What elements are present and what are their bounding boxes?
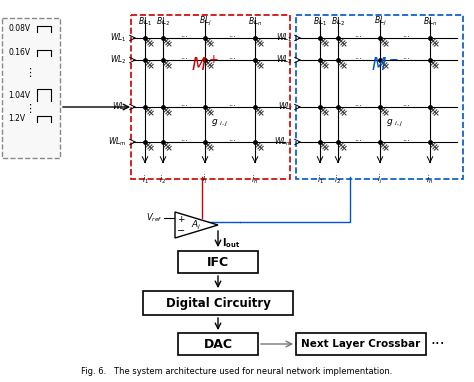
Text: $A_j$: $A_j$ — [191, 219, 201, 231]
Text: $BL_j$: $BL_j$ — [374, 15, 386, 28]
Text: ···: ··· — [354, 34, 362, 42]
Text: ···: ··· — [354, 102, 362, 112]
Text: $BL_n$: $BL_n$ — [248, 15, 262, 28]
Text: $M^+$: $M^+$ — [191, 55, 219, 74]
Text: ···: ··· — [354, 138, 362, 147]
Text: $i_n$: $i_n$ — [427, 173, 434, 186]
Text: −: − — [177, 226, 185, 236]
Text: $BL_1$: $BL_1$ — [138, 15, 152, 28]
Text: 1.2V: 1.2V — [8, 113, 25, 123]
Text: +: + — [177, 215, 185, 223]
Text: Digital Circuitry: Digital Circuitry — [165, 296, 271, 309]
Text: $WL_i$: $WL_i$ — [112, 101, 127, 113]
Text: ···: ··· — [180, 102, 188, 112]
Text: $g\ _{i,j}$: $g\ _{i,j}$ — [211, 117, 229, 129]
Text: $WL_2$: $WL_2$ — [276, 54, 293, 66]
Text: ···: ··· — [228, 55, 236, 65]
Text: ···: ··· — [402, 138, 410, 147]
Text: 1.04V: 1.04V — [8, 91, 30, 99]
Text: $WL_1$: $WL_1$ — [110, 32, 127, 44]
Text: ···: ··· — [180, 138, 188, 147]
Bar — [296, 333, 426, 355]
Text: $WL_2$: $WL_2$ — [110, 54, 127, 66]
Bar — [178, 333, 258, 355]
Text: $i_j$: $i_j$ — [202, 173, 208, 186]
Text: $WL_m$: $WL_m$ — [274, 136, 293, 148]
Text: $BL_1$: $BL_1$ — [313, 15, 327, 28]
Text: ⋮: ⋮ — [25, 104, 36, 114]
Text: $BL_j$: $BL_j$ — [199, 15, 211, 28]
Text: ⋮: ⋮ — [25, 68, 36, 78]
Bar — [143, 291, 293, 315]
Text: ···: ··· — [430, 337, 445, 351]
Text: $BL_n$: $BL_n$ — [423, 15, 437, 28]
Text: $M^-$: $M^-$ — [371, 56, 399, 74]
Text: $WL_1$: $WL_1$ — [276, 32, 293, 44]
Text: $\mathbf{I_{out}}$: $\mathbf{I_{out}}$ — [222, 236, 240, 250]
Text: IFC: IFC — [207, 256, 229, 269]
Text: Fig. 6.   The system architecture used for neural network implementation.: Fig. 6. The system architecture used for… — [82, 367, 392, 376]
Text: ···: ··· — [180, 55, 188, 65]
Bar — [178, 251, 258, 273]
Text: ···: ··· — [354, 55, 362, 65]
Text: $BL_2$: $BL_2$ — [331, 15, 345, 28]
Text: 0.08V: 0.08V — [8, 24, 30, 32]
Text: $V_{ref}$: $V_{ref}$ — [146, 212, 163, 224]
Text: 0.16V: 0.16V — [8, 47, 30, 57]
Text: $i_1$: $i_1$ — [142, 173, 148, 186]
Text: ···: ··· — [402, 102, 410, 112]
Polygon shape — [175, 212, 218, 238]
Text: $BL_2$: $BL_2$ — [156, 15, 170, 28]
Text: DAC: DAC — [203, 338, 233, 351]
Text: Next Layer Crossbar: Next Layer Crossbar — [301, 339, 420, 349]
Text: $i_2$: $i_2$ — [335, 173, 341, 186]
Text: ···: ··· — [228, 34, 236, 42]
Text: ···: ··· — [402, 55, 410, 65]
Text: ···: ··· — [228, 102, 236, 112]
Text: ···: ··· — [228, 138, 236, 147]
Text: $i_n$: $i_n$ — [251, 173, 259, 186]
Text: ···: ··· — [180, 34, 188, 42]
Text: ···: ··· — [402, 34, 410, 42]
Text: $i_2$: $i_2$ — [159, 173, 166, 186]
Text: $i_j$: $i_j$ — [377, 173, 383, 186]
FancyBboxPatch shape — [2, 18, 60, 158]
Text: $WL_m$: $WL_m$ — [109, 136, 127, 148]
Text: $WL_i$: $WL_i$ — [278, 101, 293, 113]
Text: $g\ _{i,j}$: $g\ _{i,j}$ — [386, 117, 404, 129]
Text: $i_1$: $i_1$ — [317, 173, 323, 186]
